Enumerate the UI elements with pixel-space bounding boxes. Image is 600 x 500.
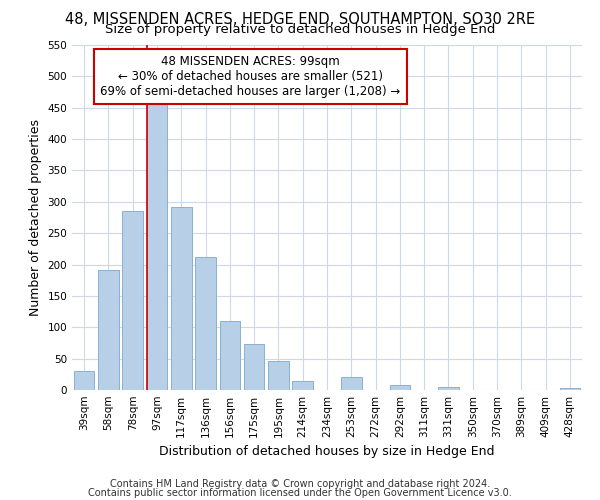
- Text: 48, MISSENDEN ACRES, HEDGE END, SOUTHAMPTON, SO30 2RE: 48, MISSENDEN ACRES, HEDGE END, SOUTHAMP…: [65, 12, 535, 28]
- Bar: [341, 378, 362, 390]
- Text: Contains public sector information licensed under the Open Government Licence v3: Contains public sector information licen…: [88, 488, 512, 498]
- Bar: [438, 387, 459, 390]
- Text: 48 MISSENDEN ACRES: 99sqm
← 30% of detached houses are smaller (521)
69% of semi: 48 MISSENDEN ACRES: 99sqm ← 30% of detac…: [100, 56, 401, 98]
- Bar: [268, 360, 289, 390]
- Bar: [560, 388, 580, 390]
- Y-axis label: Number of detached properties: Number of detached properties: [29, 119, 42, 316]
- Bar: [171, 208, 191, 390]
- Bar: [74, 371, 94, 390]
- Bar: [389, 385, 410, 390]
- Bar: [292, 381, 313, 390]
- Bar: [195, 257, 216, 390]
- Bar: [220, 321, 240, 390]
- Text: Size of property relative to detached houses in Hedge End: Size of property relative to detached ho…: [105, 22, 495, 36]
- Bar: [146, 100, 167, 390]
- Bar: [98, 270, 119, 390]
- Text: Contains HM Land Registry data © Crown copyright and database right 2024.: Contains HM Land Registry data © Crown c…: [110, 479, 490, 489]
- X-axis label: Distribution of detached houses by size in Hedge End: Distribution of detached houses by size …: [159, 446, 495, 458]
- Bar: [122, 210, 143, 390]
- Bar: [244, 344, 265, 390]
